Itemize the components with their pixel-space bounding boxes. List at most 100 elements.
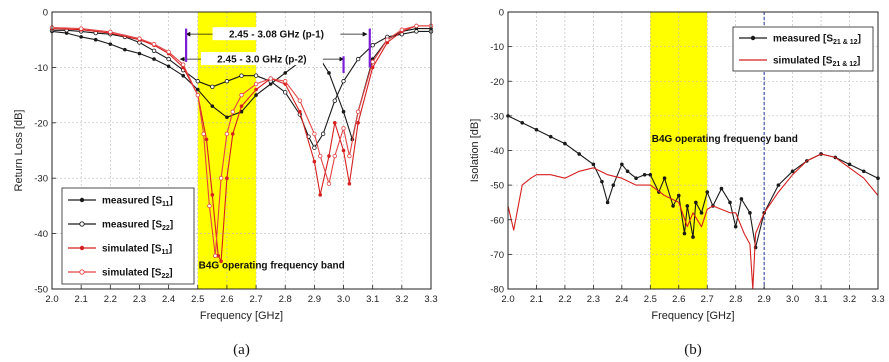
data-point [137, 51, 142, 56]
data-point [210, 104, 215, 108]
legend-label: simulated [S21 & 12] [773, 56, 860, 69]
y-tick-label: -30 [34, 174, 48, 185]
legend-subscript: 11 [162, 201, 170, 208]
data-point [137, 36, 142, 41]
data-point [634, 176, 638, 180]
panel-b: 2.0 2.1 2.2 2.3 2.4 2.5 2.6 2.7 2.8 2.9 3.0 3.1 3.2 3… [469, 8, 885, 359]
data-point [355, 56, 361, 62]
x-tick-label: 2.0 [45, 294, 58, 305]
data-point [642, 172, 647, 177]
x-tick-label: 2.4 [162, 294, 175, 305]
data-point [166, 56, 171, 62]
legend-bracket-close: ] [169, 244, 172, 255]
y-tick-label: 0 [43, 8, 48, 19]
legend-bracket-open: [S [149, 244, 162, 255]
x-tick-label: 2.5 [191, 294, 204, 305]
data-point [225, 176, 229, 180]
data-point [224, 79, 230, 84]
data-point [534, 127, 539, 132]
data-point [253, 81, 259, 87]
data-point [611, 183, 616, 187]
data-point [204, 137, 209, 142]
legend-label-text: measured [773, 34, 820, 45]
data-point [385, 37, 390, 42]
x-axis-label-a: Frequency [GHz] [200, 310, 283, 322]
x-tick-label: 2.8 [729, 294, 742, 305]
x-tick-label: 2.7 [701, 294, 714, 305]
y-tick-label: -20 [490, 77, 504, 88]
data-point [685, 204, 690, 208]
data-point [563, 141, 567, 146]
series-group-b [506, 114, 880, 290]
y-tick-label: 0 [499, 8, 504, 19]
x-tick-label: 3.0 [786, 294, 799, 305]
legend-subscript: 22 [162, 225, 170, 232]
series-line-b-1 [507, 153, 879, 290]
data-point [195, 87, 200, 92]
x-tick-label: 2.9 [758, 294, 771, 305]
y-tick-label: -60 [490, 215, 504, 226]
data-point [520, 121, 525, 125]
data-point [108, 29, 113, 35]
data-point [219, 259, 223, 264]
data-point [327, 154, 331, 158]
legend-b: measured [S21 & 12] simulated [S21 & 12] [732, 26, 874, 72]
x-tick-label: 2.9 [308, 294, 321, 305]
data-point [691, 235, 695, 239]
panel-label-a: (a) [233, 342, 250, 358]
data-point [694, 200, 698, 205]
data-point [719, 186, 724, 191]
data-point [414, 23, 419, 29]
legend-bracket-close: ] [857, 56, 860, 67]
data-point [370, 59, 375, 65]
ticks-b: 2.0 2.1 2.2 2.3 2.4 2.5 2.6 2.7 2.8 2.9 3.0 3.1 3.2 3… [490, 8, 884, 306]
y-axis-label-b: Isolation [dB] [469, 119, 481, 183]
legend-label: measured [S21 & 12] [773, 34, 861, 47]
legend-label-text: measured [102, 196, 149, 207]
x-tick-label: 3.2 [395, 294, 408, 305]
legend-marker [79, 269, 85, 275]
x-tick-label: 3.1 [814, 294, 827, 305]
legend-bracket-close: ] [170, 220, 173, 231]
data-point [283, 71, 288, 75]
data-point [216, 253, 220, 258]
data-point [591, 162, 596, 167]
data-point [297, 98, 303, 103]
legend-label-text: simulated [102, 244, 149, 255]
x-tick-label: 2.7 [249, 294, 262, 305]
data-point [239, 92, 244, 98]
data-point [705, 190, 710, 194]
data-point [748, 211, 752, 215]
data-point [93, 37, 98, 42]
legend-subscript: 21 & 12 [833, 39, 858, 46]
data-point [312, 159, 317, 164]
data-point [620, 162, 624, 167]
data-point [347, 153, 352, 159]
data-point [210, 193, 215, 197]
data-point [671, 204, 675, 208]
x-tick-label: 2.1 [530, 294, 543, 305]
data-point [230, 109, 235, 114]
data-point [298, 109, 302, 114]
data-point [213, 253, 218, 258]
data-point [318, 193, 323, 197]
legend-label: simulated [S22] [102, 268, 173, 281]
data-point [341, 126, 346, 131]
data-point [318, 153, 323, 159]
data-point [332, 121, 337, 125]
data-point [662, 176, 667, 180]
x-tick-label: 2.1 [75, 294, 88, 305]
annotations-a: 2.45 - 3.08 GHz (p-1) 2.45 - 3.0 GHz (p-2… [179, 27, 371, 73]
data-point [201, 131, 206, 137]
ticks-a: 2.0 2.1 2.2 2.3 2.4 2.5 2.6 2.7 2.8 2.9 3.0 3.1 3.2 3… [34, 8, 437, 306]
data-point [210, 84, 215, 89]
data-point [254, 87, 258, 92]
data-point [341, 79, 346, 84]
data-point [268, 76, 273, 81]
data-point [151, 41, 157, 47]
legend-subscript: 21 & 12 [832, 61, 857, 68]
data-point [548, 134, 553, 139]
legend-label: measured [S22] [102, 220, 173, 233]
panel-a: 2.45 - 3.08 GHz (p-1) 2.45 - 3.0 GHz (p-2… [13, 8, 438, 359]
data-point [790, 169, 795, 174]
